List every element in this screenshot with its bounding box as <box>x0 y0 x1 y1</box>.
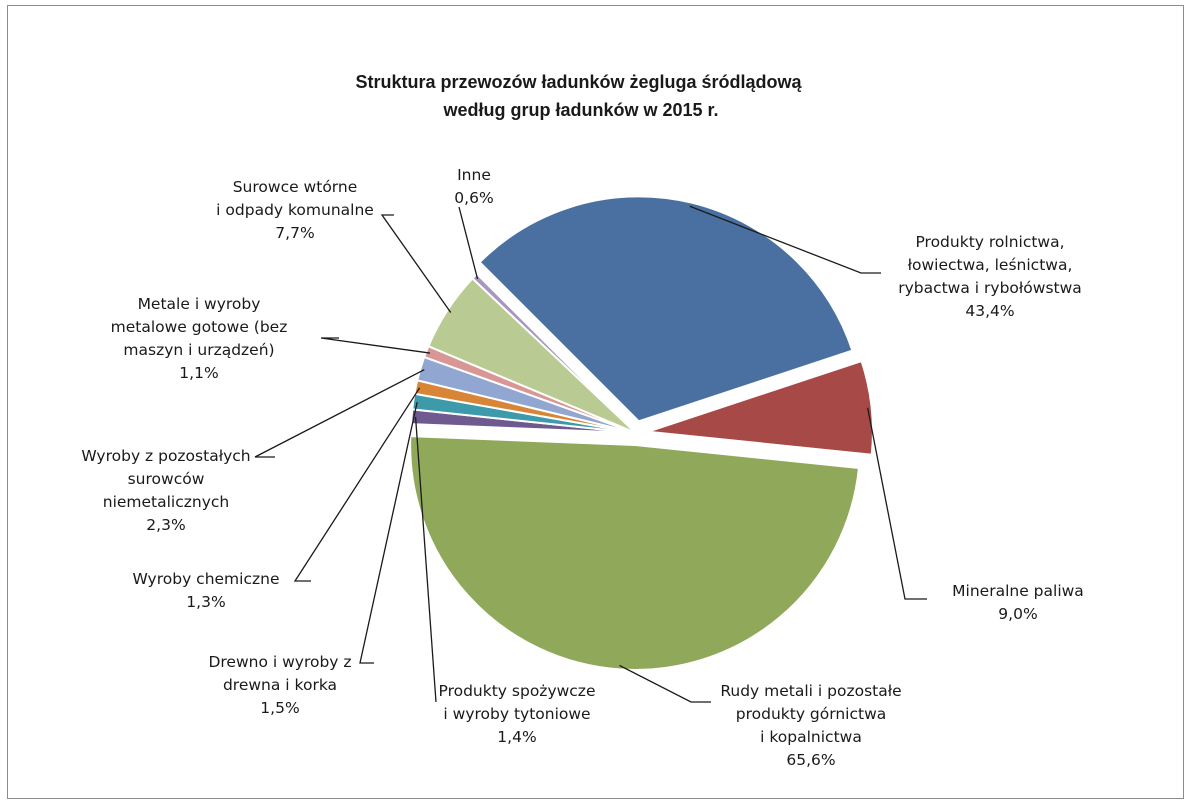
slice-label-line-5-0: Wyroby chemiczne <box>133 570 280 588</box>
pie-slice-0 <box>478 195 854 423</box>
slice-label-3: Produkty spożywcze i wyroby tytoniowe 1,4% <box>439 682 596 746</box>
chart-title-line-1: Struktura przewozów ładunków żegluga śró… <box>355 72 802 92</box>
slice-label-line-7-0: Metale i wyroby <box>138 295 261 313</box>
slice-label-line-3-1: i wyroby tytoniowe <box>443 705 590 723</box>
slice-label-6: Wyroby z pozostałych surowców niemetaliczn… <box>81 447 250 534</box>
slice-label-4: Drewno i wyroby z drewna i korka 1,5% <box>208 653 351 717</box>
chart-frame: Struktura przewozów ładunków żegluga śró… <box>7 5 1184 799</box>
slice-value-label-5: 1,3% <box>186 593 225 611</box>
slice-label-7: Metale i wyroby metalowe gotowe (bez maszy… <box>111 295 288 382</box>
slice-value-label-9: 0,6% <box>454 189 493 207</box>
slice-label-line-2-2: i kopalnictwa <box>760 728 862 746</box>
slice-label-line-9-0: Inne <box>457 166 491 184</box>
slice-label-line-7-2: maszyn i urządzeń) <box>123 341 274 359</box>
slice-label-line-2-0: Rudy metali i pozostałe <box>720 682 901 700</box>
leader-line-7 <box>320 337 431 354</box>
pie-chart: Struktura przewozów ładunków żegluga śró… <box>81 72 1083 769</box>
slice-label-line-6-2: niemetalicznych <box>103 493 230 511</box>
leader-lines <box>254 205 927 703</box>
slice-label-line-0-1: łowiectwa, leśnictwa, <box>908 256 1073 274</box>
slice-value-label-0: 43,4% <box>965 302 1014 320</box>
slice-label-line-7-1: metalowe gotowe (bez <box>111 318 288 336</box>
leader-line-1 <box>866 407 927 600</box>
leader-line-4 <box>359 401 418 664</box>
slice-label-line-8-1: i odpady komunalne <box>216 201 374 219</box>
slice-label-line-1-0: Mineralne paliwa <box>952 582 1084 600</box>
pie-slice-1 <box>647 359 874 456</box>
slice-label-0: Produkty rolnictwa, łowiectwa, leśnictwa,… <box>898 233 1082 320</box>
leader-line-0 <box>689 205 881 274</box>
slice-label-line-4-1: drewna i korka <box>223 676 337 694</box>
slice-label-line-4-0: Drewno i wyroby z <box>208 653 351 671</box>
slice-label-line-3-0: Produkty spożywcze <box>439 682 596 700</box>
leader-line-8 <box>380 214 452 313</box>
slice-label-line-6-1: surowców <box>128 470 205 488</box>
leader-line-5 <box>293 387 421 582</box>
slice-label-line-0-2: rybactwa i rybołówstwa <box>898 279 1082 297</box>
leader-line-6 <box>254 369 425 458</box>
slice-value-label-3: 1,4% <box>497 728 536 746</box>
leader-line-3 <box>414 417 437 703</box>
leader-line-2 <box>619 664 711 703</box>
slice-label-line-8-0: Surowce wtórne <box>233 178 358 196</box>
slice-value-label-1: 9,0% <box>998 605 1037 623</box>
slice-value-label-2: 65,6% <box>786 751 835 769</box>
slice-label-line-0-0: Produkty rolnictwa, <box>915 233 1064 251</box>
slice-label-2: Rudy metali i pozostałe produkty górnictw… <box>720 682 901 769</box>
slice-value-label-7: 1,1% <box>179 364 218 382</box>
slice-value-label-4: 1,5% <box>260 699 299 717</box>
chart-title: Struktura przewozów ładunków żegluga śró… <box>355 72 806 120</box>
slice-value-label-6: 2,3% <box>146 516 185 534</box>
slice-label-8: Surowce wtórne i odpady komunalne 7,7% <box>216 178 374 242</box>
slice-label-line-2-1: produkty górnictwa <box>736 705 887 723</box>
pie-slices <box>409 195 874 671</box>
pie-slice-2 <box>409 435 861 671</box>
slice-label-5: Wyroby chemiczne 1,3% <box>133 570 280 611</box>
slice-labels: Produkty rolnictwa, łowiectwa, leśnictwa,… <box>81 166 1083 769</box>
chart-title-line-2: według grup ładunków w 2015 r. <box>442 100 718 120</box>
leader-line-9 <box>458 206 479 280</box>
slice-label-line-6-0: Wyroby z pozostałych <box>81 447 250 465</box>
slice-label-1: Mineralne paliwa 9,0% <box>952 582 1084 623</box>
slice-label-9: Inne 0,6% <box>454 166 493 207</box>
slice-value-label-8: 7,7% <box>275 224 314 242</box>
